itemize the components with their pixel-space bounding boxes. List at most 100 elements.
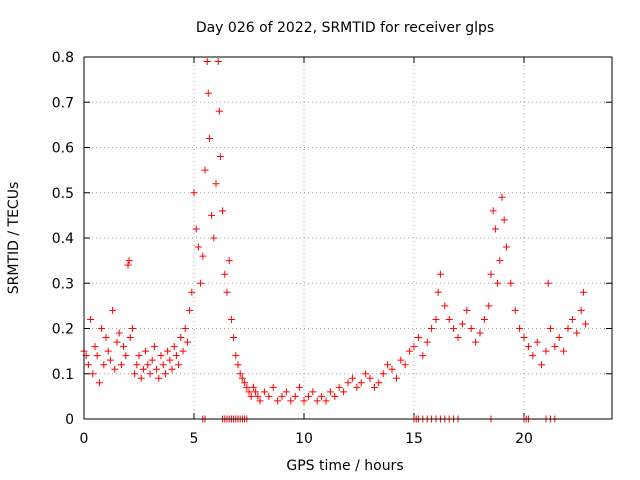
data-point xyxy=(100,361,108,369)
data-point xyxy=(318,392,326,400)
data-point xyxy=(168,365,176,373)
data-point xyxy=(304,392,312,400)
data-point xyxy=(142,347,150,355)
data-point xyxy=(463,306,471,314)
data-point xyxy=(414,334,422,342)
data-point xyxy=(331,392,339,400)
data-point xyxy=(366,374,374,382)
data-point xyxy=(524,343,532,351)
data-point xyxy=(204,89,212,97)
y-tick-label: 0.3 xyxy=(52,276,74,292)
data-point xyxy=(223,288,231,296)
data-point xyxy=(370,383,378,391)
data-point xyxy=(148,356,156,364)
data-point xyxy=(498,193,506,201)
data-point xyxy=(161,370,169,378)
x-tick-label: 5 xyxy=(190,431,199,447)
data-point xyxy=(274,397,282,405)
data-point xyxy=(326,388,334,396)
data-point xyxy=(472,338,480,346)
data-point xyxy=(247,392,255,400)
data-point xyxy=(441,302,449,310)
data-point xyxy=(467,325,475,332)
data-point xyxy=(388,365,396,373)
y-tick-label: 0.8 xyxy=(52,50,74,66)
data-point xyxy=(577,306,585,314)
data-point xyxy=(379,370,387,378)
data-point xyxy=(186,306,194,314)
data-point xyxy=(111,365,119,373)
data-point xyxy=(221,270,229,278)
data-point xyxy=(245,388,253,396)
y-tick-label: 0.2 xyxy=(52,322,74,338)
data-point xyxy=(500,216,508,224)
data-point xyxy=(150,343,158,351)
data-point xyxy=(203,58,211,66)
data-point xyxy=(269,383,277,391)
data-points xyxy=(80,58,590,405)
data-point xyxy=(348,374,356,382)
data-point xyxy=(139,365,147,373)
data-point xyxy=(146,370,154,378)
data-point xyxy=(278,392,286,400)
data-point xyxy=(144,361,152,369)
data-point xyxy=(232,352,240,360)
data-point xyxy=(243,383,251,391)
data-point xyxy=(236,370,244,378)
data-point xyxy=(215,107,223,115)
data-point xyxy=(434,288,442,296)
data-point xyxy=(227,315,235,323)
data-point xyxy=(410,343,418,351)
data-point xyxy=(344,379,352,387)
y-tick-label: 0.5 xyxy=(52,186,74,202)
data-point xyxy=(445,315,453,323)
data-point xyxy=(117,361,125,369)
data-point xyxy=(98,325,106,332)
data-point xyxy=(159,361,167,369)
data-point xyxy=(401,361,409,369)
data-point xyxy=(164,347,172,355)
data-point xyxy=(179,347,187,355)
data-point xyxy=(265,392,273,400)
data-point xyxy=(122,352,130,360)
data-point xyxy=(135,352,143,360)
data-point xyxy=(205,134,213,142)
data-point xyxy=(166,356,174,364)
data-point xyxy=(458,320,466,328)
data-point xyxy=(106,356,114,364)
data-point xyxy=(212,180,220,188)
data-point xyxy=(375,379,383,387)
data-point xyxy=(230,334,238,342)
data-point xyxy=(238,374,246,382)
data-point xyxy=(124,261,132,269)
data-point xyxy=(115,329,123,337)
data-point xyxy=(87,315,95,323)
data-point xyxy=(516,325,524,332)
data-point xyxy=(296,383,304,391)
data-point xyxy=(520,334,528,342)
data-point xyxy=(546,325,554,332)
data-point xyxy=(89,370,97,378)
data-point xyxy=(241,379,249,387)
data-point xyxy=(249,383,257,391)
data-point xyxy=(256,397,264,405)
y-tick-label: 0.1 xyxy=(52,367,74,383)
data-point xyxy=(560,347,568,355)
data-point xyxy=(542,347,550,355)
data-point xyxy=(489,207,497,215)
data-point xyxy=(133,361,141,369)
data-point xyxy=(109,306,117,314)
plot-frame xyxy=(83,56,613,420)
data-point xyxy=(392,374,400,382)
data-point xyxy=(287,397,295,405)
data-point xyxy=(153,365,161,373)
data-point xyxy=(300,397,308,405)
y-tick-label: 0.7 xyxy=(52,95,74,111)
data-point xyxy=(84,361,92,369)
data-point xyxy=(353,383,361,391)
x-tick-label: 10 xyxy=(295,431,313,447)
axis-ticks: 0 5 10 15 20 0 0.1 0.2 0.3 0.4 0.5 0.6 0.7 0.8 xyxy=(52,50,612,447)
data-point xyxy=(120,343,128,351)
data-point xyxy=(568,315,576,323)
